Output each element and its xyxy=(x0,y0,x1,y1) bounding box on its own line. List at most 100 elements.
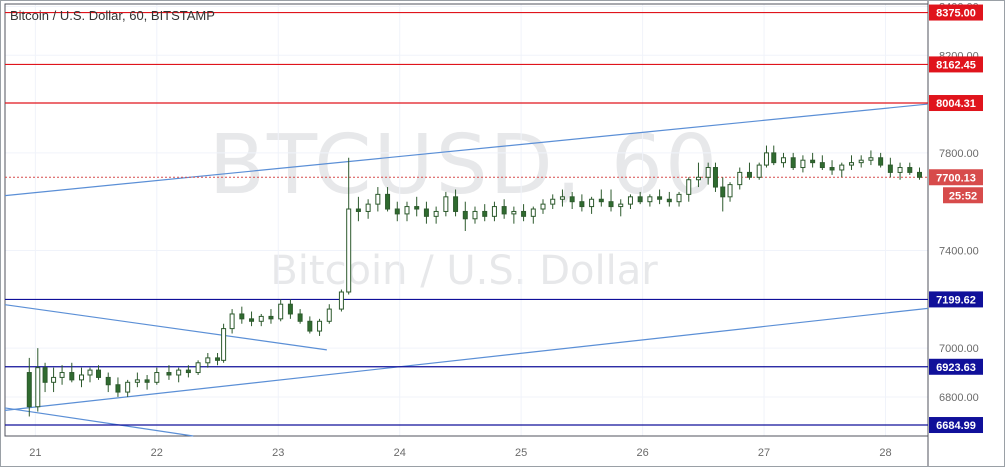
candle-down xyxy=(239,313,245,320)
candle-down xyxy=(819,162,825,169)
last-price-tag xyxy=(929,169,983,186)
chart-title: Bitcoin / U.S. Dollar, 60, BITSTAMP xyxy=(10,8,215,23)
candle-up xyxy=(589,198,595,208)
support-price-tag xyxy=(929,291,983,308)
candle-down xyxy=(385,193,391,210)
candle-up xyxy=(540,203,546,210)
resistance-price-tag xyxy=(929,95,983,112)
candle-down xyxy=(712,167,718,188)
x-tick-label: 23 xyxy=(272,447,284,459)
candle-up xyxy=(134,379,140,383)
resistance-price-label: 8162.45 xyxy=(936,59,976,71)
y-tick-label: 7000.00 xyxy=(939,343,979,355)
x-tick-label: 28 xyxy=(879,447,891,459)
candle-down xyxy=(598,198,604,203)
candle-down xyxy=(916,171,922,178)
candle-up xyxy=(848,162,854,166)
candle-up xyxy=(491,206,497,217)
candle-down xyxy=(307,320,313,332)
candle-down xyxy=(501,206,507,215)
resistance-price-tag xyxy=(929,4,983,21)
candle-up xyxy=(176,369,182,376)
candle-up xyxy=(278,303,284,320)
candle-down xyxy=(790,157,796,169)
candle-up xyxy=(618,203,624,208)
candle-up xyxy=(404,206,410,215)
candle-down xyxy=(462,210,468,220)
support-price-label: 6923.63 xyxy=(936,362,976,374)
candle-up xyxy=(897,167,903,173)
candle-down xyxy=(166,372,172,376)
candle-up xyxy=(375,193,381,205)
candle-down xyxy=(579,201,585,208)
candle-down xyxy=(42,367,48,383)
candle-up xyxy=(79,374,85,381)
candle-up xyxy=(195,362,201,374)
candle-up xyxy=(737,171,743,186)
candle-down xyxy=(720,186,726,198)
countdown-tag xyxy=(943,187,983,204)
x-tick-label: 24 xyxy=(394,447,406,459)
candle-down xyxy=(878,157,884,166)
x-tick-label: 21 xyxy=(29,447,41,459)
candle-down xyxy=(482,210,488,217)
candle-down xyxy=(453,196,459,212)
trend-line xyxy=(4,407,194,437)
candle-up xyxy=(839,164,845,171)
candle-down xyxy=(26,372,32,408)
candle-down xyxy=(69,372,75,381)
candle-down xyxy=(414,206,420,210)
x-tick-label: 22 xyxy=(151,447,163,459)
candle-up xyxy=(229,313,235,330)
support-price-tag xyxy=(929,417,983,434)
candle-up xyxy=(676,193,682,203)
candle-down xyxy=(771,152,777,164)
candle-down xyxy=(907,167,913,173)
support-price-tag xyxy=(929,358,983,375)
candle-up xyxy=(727,184,733,198)
candle-down xyxy=(394,208,400,215)
candle-down xyxy=(144,379,150,383)
y-tick-label: 6800.00 xyxy=(939,392,979,404)
candle-down xyxy=(829,167,835,171)
candle-down xyxy=(608,201,614,208)
candle-down xyxy=(569,196,575,203)
candle-up xyxy=(686,179,692,195)
candle-down xyxy=(355,208,361,212)
candle-up xyxy=(472,210,478,220)
candle-down xyxy=(657,196,663,200)
candle-up xyxy=(346,208,352,293)
candle-down xyxy=(105,376,111,386)
candle-up xyxy=(365,203,371,212)
candle-down xyxy=(810,159,816,164)
x-tick-label: 26 xyxy=(636,447,648,459)
candle-down xyxy=(249,318,255,322)
candle-up xyxy=(530,208,536,217)
candle-down xyxy=(666,198,672,203)
plot-border xyxy=(4,3,929,437)
candle-up xyxy=(695,176,701,181)
candle-up xyxy=(647,196,653,203)
resistance-price-label: 8004.31 xyxy=(936,98,976,110)
x-tick-label: 25 xyxy=(515,447,527,459)
candle-up xyxy=(550,198,556,205)
countdown-label: 25:52 xyxy=(949,190,977,202)
candle-up xyxy=(87,369,93,376)
candle-up xyxy=(858,159,864,164)
resistance-price-label: 8375.00 xyxy=(936,8,976,20)
candle-down xyxy=(268,315,274,320)
support-price-label: 6684.99 xyxy=(936,420,976,432)
candle-up xyxy=(35,367,41,408)
pair-watermark: Bitcoin / U.S. Dollar xyxy=(270,248,658,294)
candle-up xyxy=(780,157,786,164)
candle-down xyxy=(215,357,221,361)
candle-down xyxy=(423,208,429,217)
candle-up xyxy=(326,308,332,322)
candle-up xyxy=(205,357,211,364)
candle-up xyxy=(800,159,806,169)
x-tick-label: 27 xyxy=(758,447,770,459)
candle-down xyxy=(521,210,527,217)
candle-up xyxy=(763,152,769,166)
